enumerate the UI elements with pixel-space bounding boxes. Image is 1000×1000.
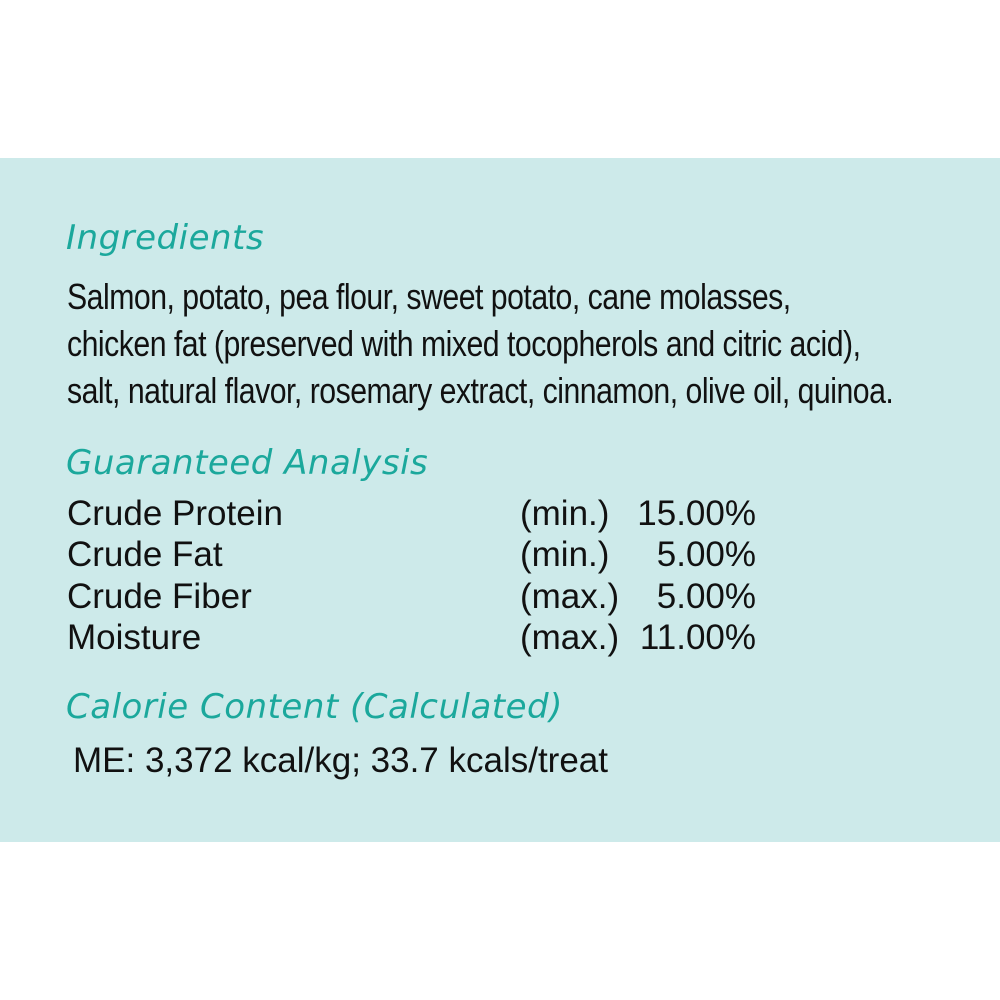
analysis-row: Crude Fat (min.) 5.00% [67, 535, 767, 577]
analysis-value: 15.00% [637, 494, 756, 533]
analysis-value: 5.00% [656, 577, 756, 616]
analysis-label: Crude Fiber [67, 577, 252, 616]
calorie-heading: Calorie Content (Calculated) [66, 687, 563, 727]
analysis-row: Crude Fiber (max.) 5.00% [67, 577, 767, 619]
analysis-value: 11.00% [639, 618, 756, 657]
analysis-label: Moisture [67, 618, 202, 657]
label-panel [0, 158, 1000, 842]
analysis-qualifier: (min.) [520, 535, 610, 574]
analysis-row: Crude Protein (min.) 15.00% [67, 494, 767, 536]
ingredients-line: Salmon, potato, pea flour, sweet potato,… [67, 276, 791, 317]
analysis-qualifier: (min.) [520, 494, 610, 533]
analysis-heading: Guaranteed Analysis [66, 443, 429, 483]
analysis-qualifier: (max.) [520, 577, 620, 616]
ingredients-line: salt, natural flavor, rosemary extract, … [67, 370, 894, 411]
analysis-label: Crude Protein [67, 494, 283, 533]
analysis-label: Crude Fat [67, 535, 223, 574]
analysis-row: Moisture (max.) 11.00% [67, 618, 767, 660]
analysis-value: 5.00% [656, 535, 756, 574]
ingredients-line: chicken fat (preserved with mixed tocoph… [67, 323, 861, 364]
analysis-qualifier: (max.) [520, 618, 620, 657]
calorie-text: ME: 3,372 kcal/kg; 33.7 kcals/treat [73, 741, 608, 780]
ingredients-heading: Ingredients [66, 218, 265, 258]
